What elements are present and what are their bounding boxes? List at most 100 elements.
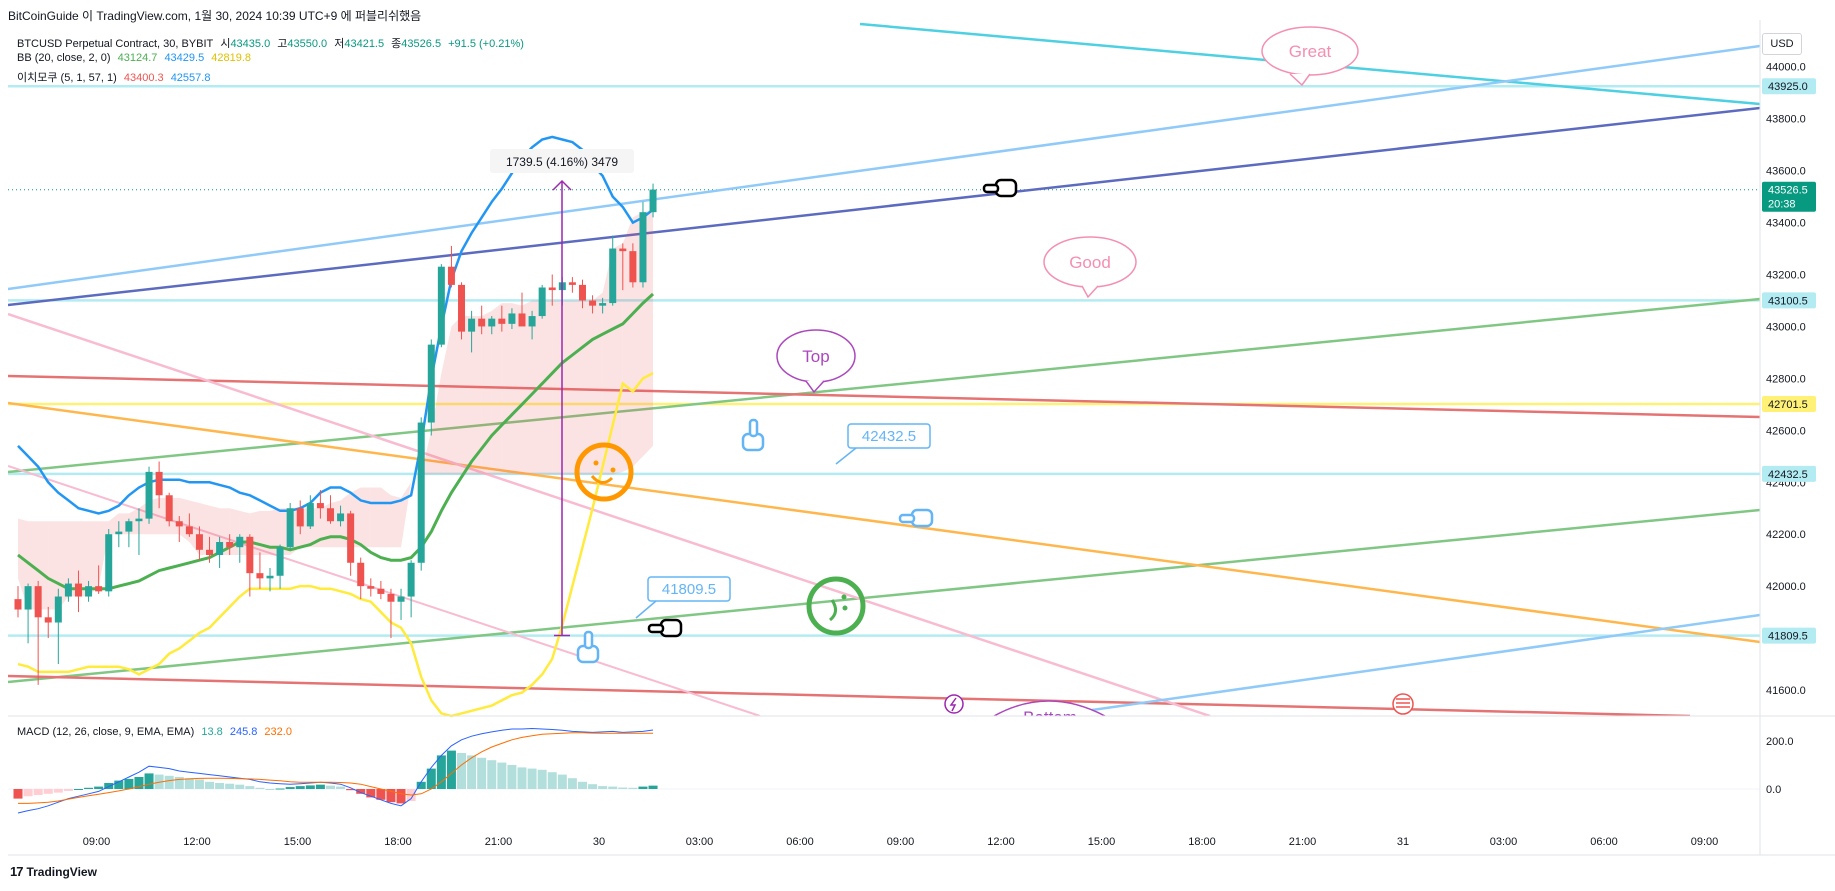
price-label-text: 43100.5 [1768, 295, 1808, 307]
candle-body [498, 318, 506, 324]
trend-line-2 [8, 106, 1760, 307]
macd-histogram-bar [547, 772, 557, 789]
price-label-text: 41809.5 [1768, 631, 1808, 643]
price-label-bg [1762, 78, 1816, 95]
callout-top-tail [805, 380, 825, 394]
macd-histogram-bar [13, 789, 23, 799]
macd-histogram-bar [487, 760, 497, 789]
candle [256, 552, 264, 589]
cloud-segment-53 [552, 300, 563, 475]
time-tick-label: 21:00 [1289, 836, 1317, 848]
candle [548, 274, 556, 306]
cloud-segment-36 [380, 487, 391, 548]
legend-bb-lower: 42819.8 [211, 52, 252, 64]
price-label-3: 42432.5 [1762, 465, 1816, 482]
macd-histogram-bar [457, 753, 467, 789]
note-42432-text: 42432.5 [862, 428, 916, 445]
candle [639, 201, 647, 288]
pointing-hand-icon-black-bottom [647, 618, 683, 638]
legend-close-label: 종 [391, 38, 402, 50]
candle [105, 529, 113, 597]
cloud-segment-7 [88, 521, 99, 597]
candle [24, 583, 32, 644]
candle [377, 580, 385, 600]
note-41809: 41809.5 [635, 576, 731, 619]
candle [246, 534, 254, 597]
background-drawings [8, 22, 1760, 716]
candle-body [447, 266, 455, 285]
macd-histogram-bar [194, 779, 204, 789]
cloud-segment-46 [481, 310, 492, 475]
candle [518, 292, 526, 327]
candle-body [528, 316, 536, 327]
candle [427, 339, 435, 436]
candle [458, 282, 466, 340]
price-tick-label: 43600.0 [1766, 166, 1806, 178]
cloud-segment-44 [461, 316, 472, 475]
tradingview-logo[interactable]: 17 TradingView [10, 864, 97, 879]
candle-body [226, 542, 234, 548]
candle [145, 466, 153, 524]
candle-body [326, 508, 334, 522]
cloud-segment-55 [572, 300, 583, 475]
cloud-segment-5 [68, 521, 79, 597]
candle [85, 580, 93, 602]
cloud-segment-52 [542, 300, 553, 475]
candle-body [236, 536, 244, 548]
legend-low-label: 저 [334, 38, 345, 50]
candle-body [306, 503, 314, 527]
candle [447, 245, 455, 288]
candle-body [548, 287, 556, 291]
macd-histogram-bar [648, 785, 658, 789]
macd-histogram-bar [23, 789, 33, 797]
candle [125, 518, 133, 548]
legend-ichimoku-label[interactable]: 이치모쿠 (5, 1, 57, 1) [17, 72, 117, 84]
time-tick-label: 03:00 [686, 836, 714, 848]
candle [236, 534, 244, 563]
smiley-green-eye-2 [842, 605, 848, 611]
candle [326, 495, 334, 524]
callout-top-text: Top [802, 347, 829, 366]
candle-body [568, 282, 576, 285]
bb-middle-line [17, 292, 655, 591]
cloud-segment-3 [48, 521, 59, 610]
trend-line-4 [8, 508, 1760, 684]
legend-symbol[interactable]: BTCUSD Perpetual Contract, 30, BYBIT [17, 38, 214, 50]
candle [599, 297, 607, 314]
candle [34, 580, 42, 685]
macd-histogram-bar [366, 789, 376, 798]
cloud-segment-24 [259, 510, 270, 555]
macd-histogram-bar [305, 785, 315, 789]
price-tick-label: 41600.0 [1766, 685, 1806, 697]
pointing-hand-icon-black-top [982, 178, 1018, 198]
macd-histogram-bar [63, 789, 73, 791]
macd-histogram-bar [426, 768, 436, 789]
macd-histogram-bar [235, 784, 245, 789]
candle [478, 305, 486, 335]
callout-good-tail [1081, 285, 1099, 299]
legend-ichimoku-b: 42557.8 [170, 72, 211, 84]
legend-macd-label[interactable]: MACD (12, 26, close, 9, EMA, EMA) [17, 726, 195, 738]
macd-histogram-bar [225, 783, 235, 789]
candle [74, 570, 82, 613]
candle-body [155, 471, 163, 496]
candle [216, 536, 224, 568]
smiley-green-eye-1 [841, 594, 847, 600]
candles [14, 183, 657, 685]
current-price-bg [1762, 181, 1816, 212]
currency-button[interactable]: USD [1762, 33, 1802, 55]
legend-macd-line: 245.8 [229, 726, 258, 738]
macd-histogram-bar [336, 786, 346, 789]
macd-histogram-bar [325, 785, 335, 789]
candle [206, 536, 214, 563]
candle [629, 243, 637, 288]
candle-body [337, 513, 345, 522]
cloud-segment-47 [491, 303, 502, 475]
legend-bb-label[interactable]: BB (20, close, 2, 0) [17, 52, 111, 64]
candle-body [54, 596, 62, 623]
candle [387, 588, 395, 639]
cloud-segment-34 [360, 487, 371, 548]
macd-histogram-bar [114, 780, 124, 789]
cloud-segment-9 [108, 513, 119, 535]
